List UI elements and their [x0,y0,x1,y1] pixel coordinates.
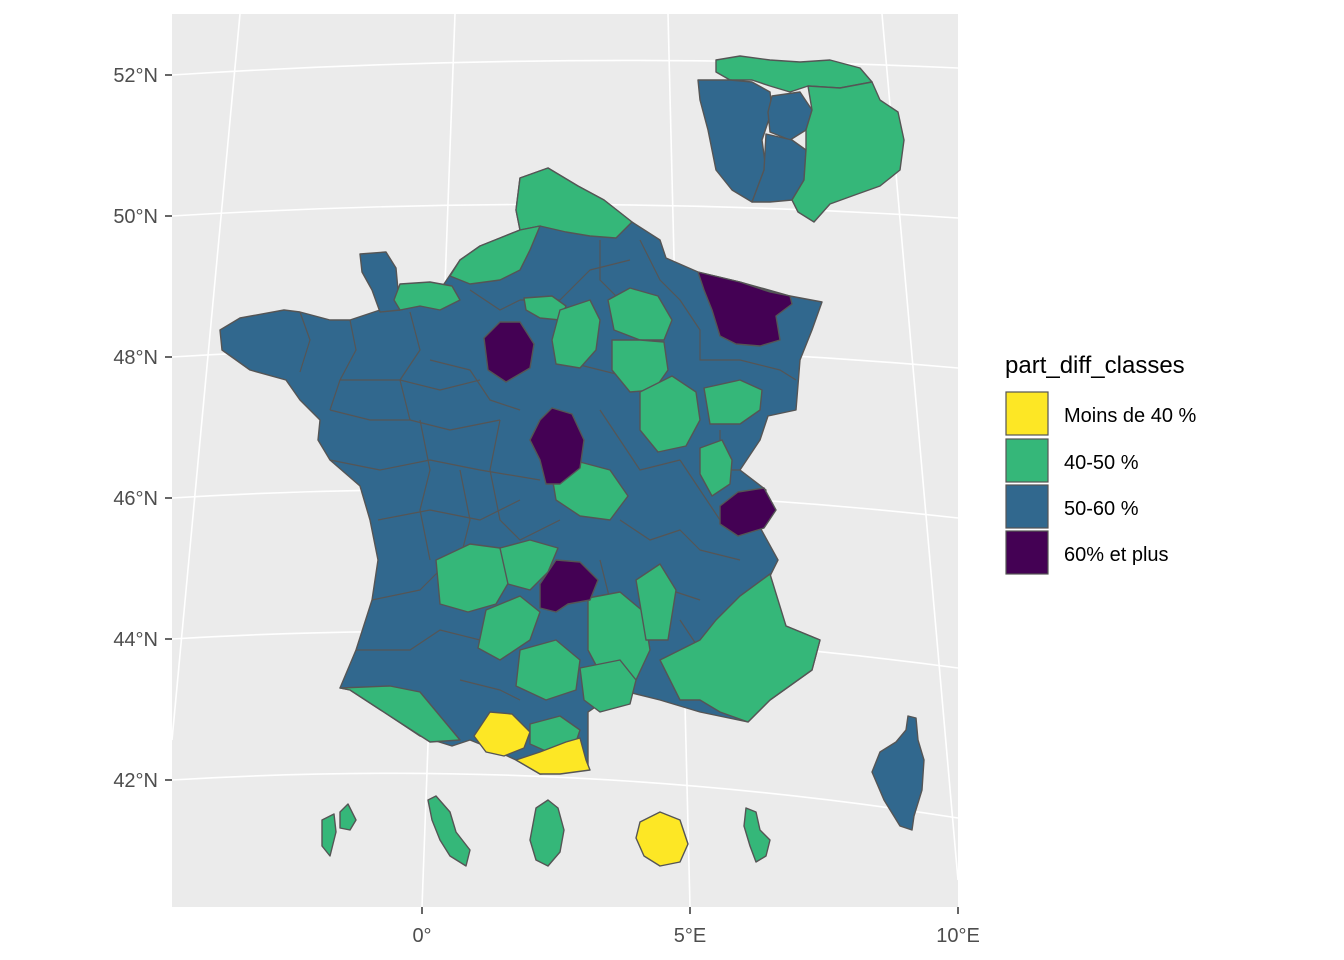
legend-key-60-plus [1005,530,1049,575]
dept-border [329,459,541,481]
y-tick-label: 50°N [113,206,158,228]
dept-border [489,419,561,541]
legend-key-50-60 [1005,484,1049,529]
dept-border [639,239,681,301]
reunion-shape [635,811,689,867]
region-cher [529,407,585,485]
region-yonne-aube [551,299,601,369]
x-axis: 0° 5°E 10°E [412,907,980,947]
dept-border [599,409,681,471]
x-tick-label: 5°E [674,925,706,947]
dept-border [299,311,311,373]
region-landes-gers-sud [339,685,461,743]
region-nord [515,167,633,239]
region-marne [607,287,673,341]
region-somme-oise [449,225,541,285]
y-axis: 52°N 50°N 48°N 46°N 44°N 42°N [113,65,172,792]
parallel-42n [171,772,959,819]
dept-border [399,311,421,421]
region-eure-et-loir [483,321,535,383]
dept-border [329,409,501,431]
region-tarn-aveyron [477,595,541,661]
region-moselle-bas-rhin [697,271,793,347]
y-tick-label: 44°N [113,629,158,651]
dept-border [619,519,741,561]
dept-border [377,499,521,521]
y-tick-label: 46°N [113,488,158,510]
inset-ile-de-france [697,55,905,223]
legend-key-40-50 [1005,438,1049,483]
meridian-west [171,13,241,741]
inset-paris-petite-couronne [767,91,813,141]
legend-label: Moins de 40 % [1064,405,1197,427]
y-tick-label: 48°N [113,347,158,369]
dept-border [739,359,797,381]
overseas-territories [321,795,771,867]
region-allier-puydedome [551,461,629,521]
region-dordogne-lot [435,543,511,613]
region-pyrenees-orientales [515,737,591,775]
region-ardeche-gard [587,591,651,685]
dept-border [340,379,481,391]
dept-border [329,319,357,411]
dept-border [679,299,740,361]
dept-border [371,569,441,601]
region-haute-marne [611,339,669,393]
region-haute-saone [703,379,763,425]
region-calvados-orne [393,281,461,311]
region-paca [659,573,821,723]
legend: part_diff_classes Moins de 40 % 40-50 % … [1005,352,1197,575]
mayotte-shape [743,807,771,863]
corse-shape [871,715,925,831]
legend-key-moins-40 [1005,391,1049,436]
dept-border [469,289,521,311]
legend-title: part_diff_classes [1005,352,1185,379]
region-herault [515,639,581,701]
legend-label: 40-50 % [1064,452,1139,474]
legend-label: 60% et plus [1064,544,1169,566]
y-tick-label: 42°N [113,770,158,792]
region-haute-savoie [719,487,777,537]
region-lozere [539,559,599,613]
y-tick-label: 52°N [113,65,158,87]
region-pyrenees-atlantiques [473,711,531,757]
dept-border [459,679,521,701]
region-cote-dor [639,375,701,453]
inset-seine-et-marne [791,81,905,223]
mainland-france [219,167,823,775]
dept-border [419,419,431,561]
region-jura-ain [699,439,733,497]
guyane-shape [529,799,565,867]
region-aude [579,659,637,713]
region-drome-vaucluse [635,563,677,641]
inset-corse [871,715,925,831]
legend-label: 50-60 % [1064,498,1139,520]
guadeloupe-shape [321,803,357,857]
dept-border [429,359,521,411]
martinique-shape [427,795,471,867]
dept-border [599,240,621,301]
x-tick-label: 0° [412,925,431,947]
dept-border [356,629,481,651]
x-tick-label: 10°E [936,925,980,947]
